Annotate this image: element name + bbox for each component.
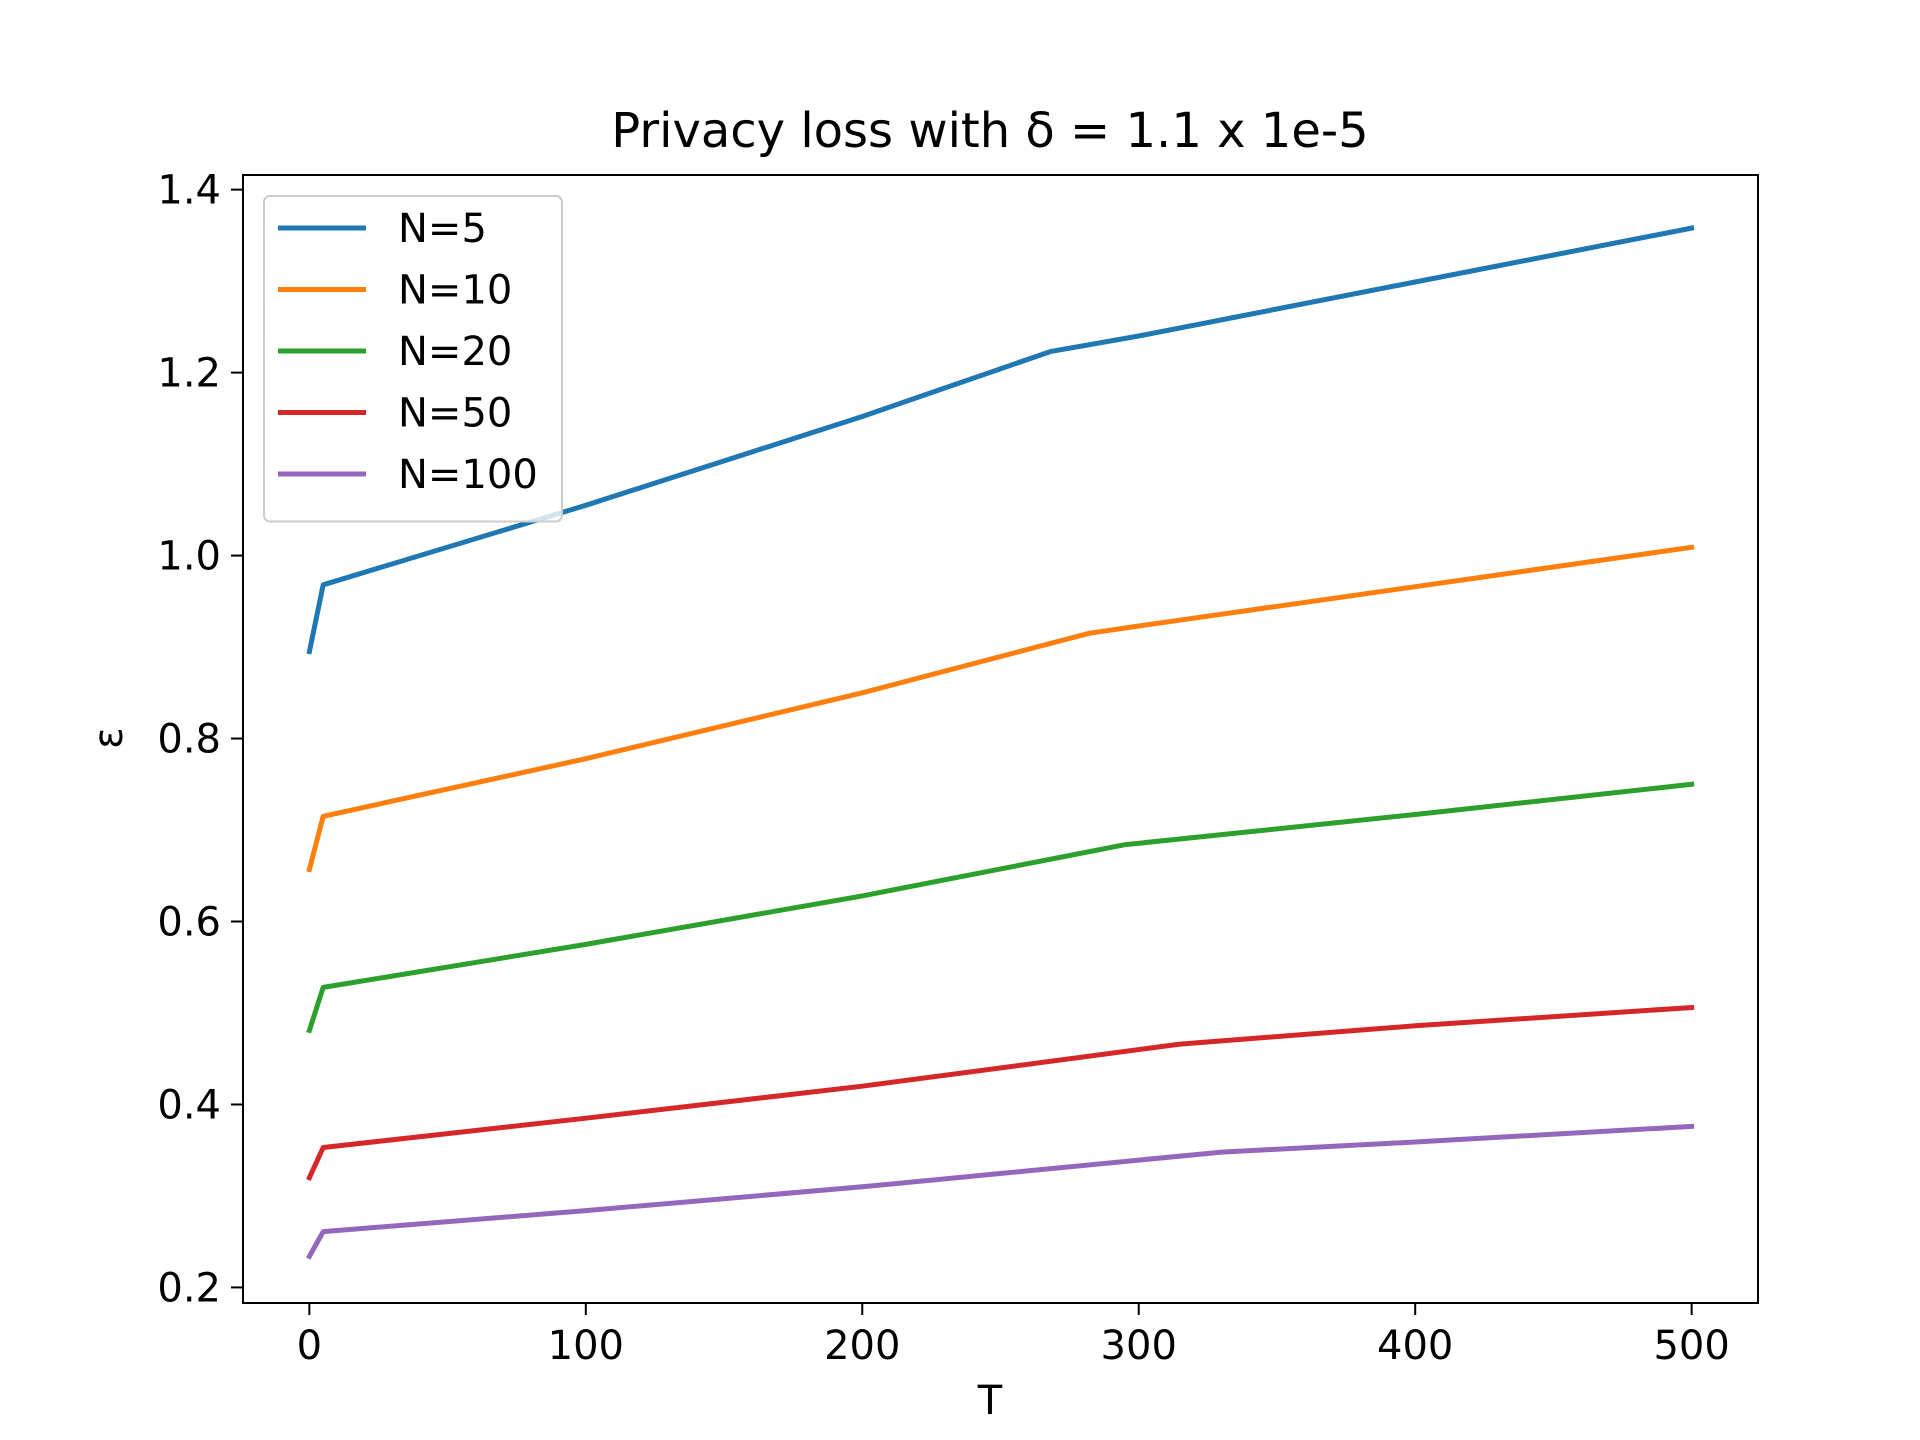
x-tick-label-2: 200 xyxy=(824,1323,900,1369)
legend-label-3: N=50 xyxy=(398,391,512,437)
y-tick-label-6: 1.4 xyxy=(157,168,221,214)
legend-label-4: N=100 xyxy=(398,452,538,498)
chart-title: Privacy loss with δ = 1.1 x 1e-5 xyxy=(611,103,1368,159)
x-tick-label-3: 300 xyxy=(1101,1323,1177,1369)
y-tick-label-3: 0.8 xyxy=(157,717,221,763)
legend-label-2: N=20 xyxy=(398,329,512,375)
x-tick-label-1: 100 xyxy=(548,1323,624,1369)
y-tick-label-0: 0.2 xyxy=(157,1265,221,1311)
y-tick-label-2: 0.6 xyxy=(157,900,221,946)
y-tick-label-1: 0.4 xyxy=(157,1082,221,1128)
x-tick-label-0: 0 xyxy=(297,1323,322,1369)
y-axis-label: ε xyxy=(86,727,132,749)
series-line-2 xyxy=(306,781,1695,1034)
legend: N=5 N=10 N=20 N=50 N=100 xyxy=(263,195,563,523)
series-line-3 xyxy=(306,1004,1695,1182)
y-tick-label-4: 1.0 xyxy=(157,534,221,580)
series-line-1 xyxy=(306,544,1695,873)
x-tick-label-5: 500 xyxy=(1653,1323,1729,1369)
x-tick-label-4: 400 xyxy=(1377,1323,1453,1369)
legend-label-0: N=5 xyxy=(398,206,487,252)
series-layer xyxy=(305,225,1695,1260)
series-line-4 xyxy=(305,1123,1695,1260)
legend-label-1: N=10 xyxy=(398,268,512,314)
legend-box xyxy=(263,195,563,523)
x-axis-label: T xyxy=(977,1378,1003,1424)
axes-layer: 0 100 200 300 400 500 0.2 0.4 0.6 0.8 1.0 1.2 1.4 xyxy=(157,168,1759,1369)
y-tick-label-5: 1.2 xyxy=(157,351,221,397)
series-line-0 xyxy=(306,225,1695,655)
